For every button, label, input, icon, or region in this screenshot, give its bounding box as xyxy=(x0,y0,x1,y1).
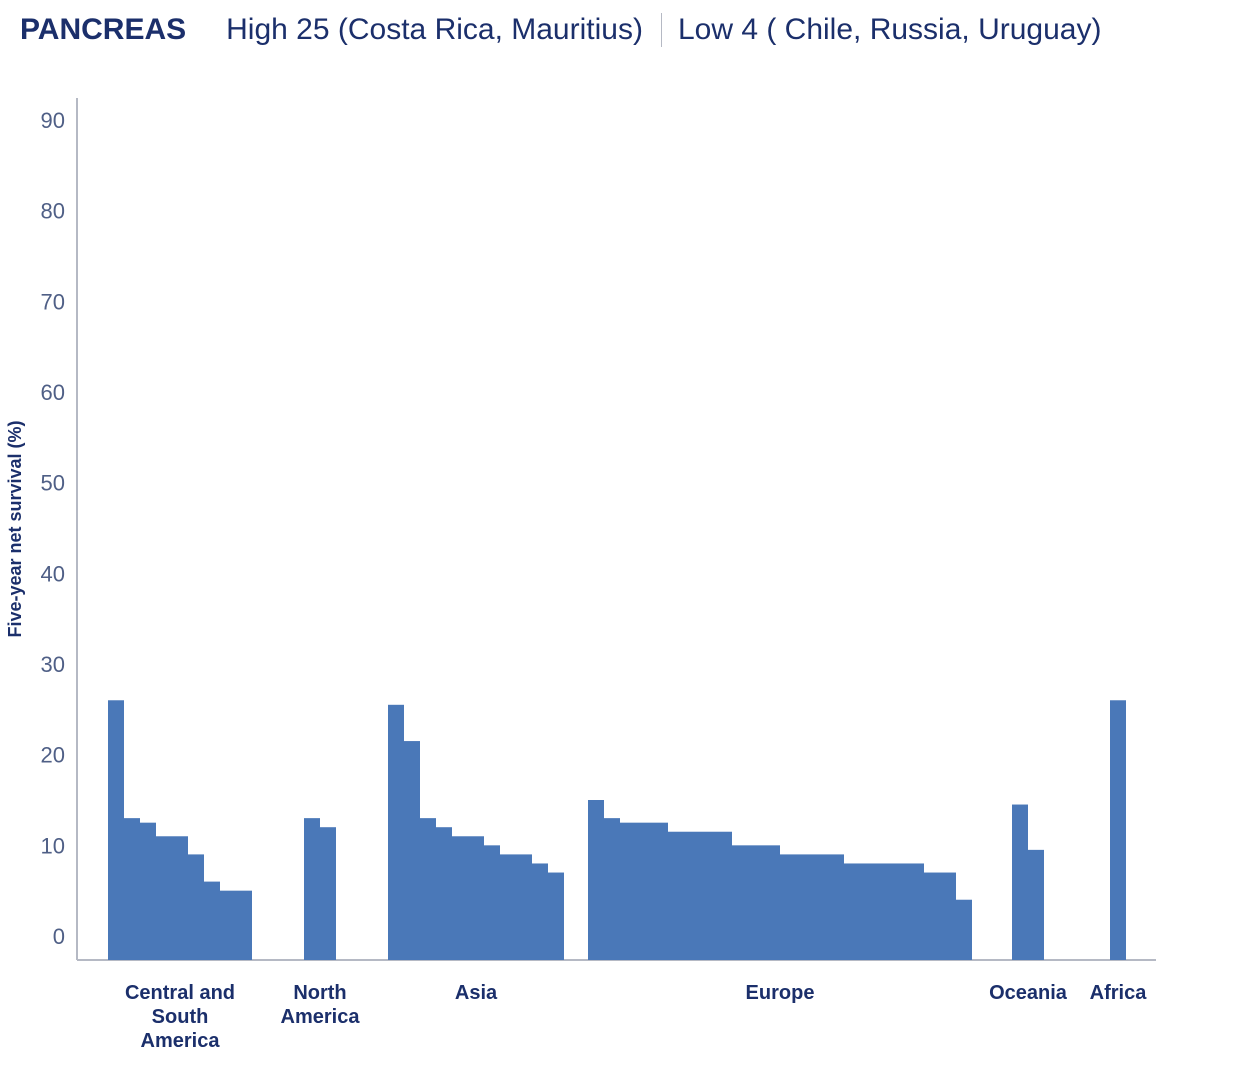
bar xyxy=(1110,700,1126,960)
bar xyxy=(516,854,532,960)
y-tick-label: 80 xyxy=(41,199,65,224)
bar xyxy=(732,845,748,960)
low-summary: Low 4 ( Chile, Russia, Uruguay) xyxy=(677,13,1102,46)
bar xyxy=(956,899,972,960)
bar xyxy=(452,836,468,960)
bar xyxy=(220,890,236,960)
bar xyxy=(940,872,956,960)
bar xyxy=(876,863,892,960)
bar xyxy=(140,822,156,960)
bar xyxy=(604,818,620,960)
group-label: Central and xyxy=(125,982,235,1004)
group-label: North xyxy=(293,982,346,1004)
bar xyxy=(188,854,204,960)
bar xyxy=(436,827,452,960)
y-tick-label: 90 xyxy=(41,108,65,133)
bar xyxy=(320,827,336,960)
group-label: America xyxy=(141,1030,221,1052)
bar xyxy=(172,836,188,960)
bar xyxy=(468,836,484,960)
y-tick-label: 20 xyxy=(41,743,65,768)
bar xyxy=(204,881,220,960)
group-label: America xyxy=(281,1006,361,1028)
bar xyxy=(748,845,764,960)
bar xyxy=(908,863,924,960)
bar xyxy=(700,831,716,960)
header-divider xyxy=(660,13,662,47)
bar xyxy=(420,818,436,960)
bar xyxy=(532,863,548,960)
bar xyxy=(1012,804,1028,960)
y-tick-label: 60 xyxy=(41,380,65,405)
bar xyxy=(588,800,604,960)
bar xyxy=(668,831,684,960)
high-summary: High 25 (Costa Rica, Mauritius) xyxy=(226,13,643,46)
bar xyxy=(844,863,860,960)
y-tick-label: 30 xyxy=(41,652,65,677)
y-tick-label: 0 xyxy=(53,924,65,949)
bar xyxy=(620,822,636,960)
y-tick-label: 50 xyxy=(41,471,65,496)
bar xyxy=(892,863,908,960)
bar xyxy=(716,831,732,960)
group-label: Africa xyxy=(1090,982,1148,1004)
y-tick-label: 10 xyxy=(41,833,65,858)
chart-header: PANCREAS High 25 (Costa Rica, Mauritius)… xyxy=(20,8,1101,52)
group-label: South xyxy=(152,1006,209,1028)
bar xyxy=(236,890,252,960)
bar xyxy=(484,845,500,960)
bar xyxy=(796,854,812,960)
bar xyxy=(764,845,780,960)
bar xyxy=(924,872,940,960)
group-label: Europe xyxy=(746,982,815,1004)
bar xyxy=(388,704,404,960)
y-tick-label: 70 xyxy=(41,289,65,314)
bar xyxy=(548,872,564,960)
bar xyxy=(812,854,828,960)
y-axis-title: Five-year net survival (%) xyxy=(5,420,25,637)
bar xyxy=(828,854,844,960)
bar xyxy=(156,836,172,960)
bar xyxy=(636,822,652,960)
bar xyxy=(404,741,420,960)
bar xyxy=(124,818,140,960)
group-label: Asia xyxy=(455,982,498,1004)
y-tick-label: 40 xyxy=(41,561,65,586)
bar xyxy=(108,700,124,960)
bar xyxy=(652,822,668,960)
bar xyxy=(684,831,700,960)
bar xyxy=(304,818,320,960)
bar xyxy=(500,854,516,960)
bar xyxy=(860,863,876,960)
bar xyxy=(1028,849,1044,960)
bar xyxy=(780,854,796,960)
group-label: Oceania xyxy=(989,982,1068,1004)
site-title: PANCREAS xyxy=(20,13,187,46)
